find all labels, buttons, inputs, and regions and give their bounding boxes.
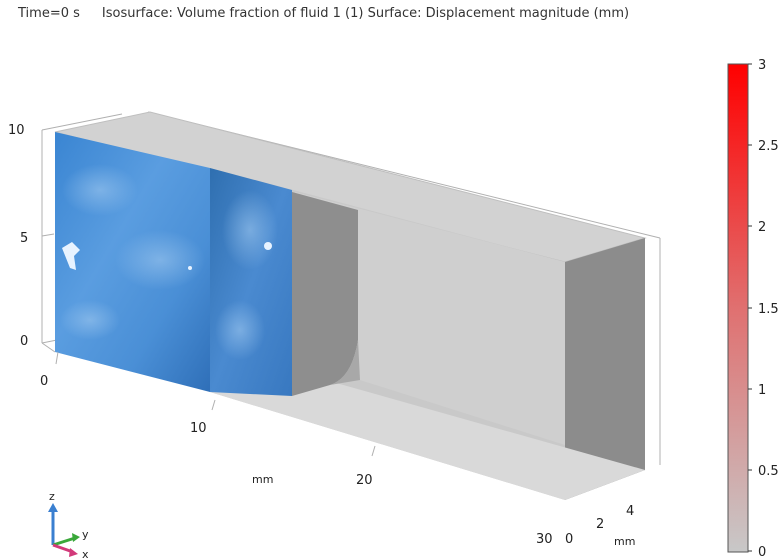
- colorbar-tick-1: 1: [758, 383, 766, 398]
- x-tick-20: 20: [356, 473, 373, 488]
- fluid-interface-surface: [292, 192, 358, 396]
- solid-floor: [210, 370, 645, 500]
- z-tick-0: 0: [20, 334, 28, 349]
- x-axis-unit: mm: [252, 473, 273, 486]
- solid-inner-wall: [295, 192, 565, 445]
- z-tick-10: 10: [8, 123, 25, 138]
- y-tick-4: 4: [626, 504, 634, 519]
- y-tick-2: 2: [596, 517, 604, 532]
- colorbar-tick-3: 3: [758, 58, 766, 73]
- plot-header: Time=0 s Isosurface: Volume fraction of f…: [18, 6, 629, 21]
- axis-box-front: [41, 342, 56, 353]
- colorbar: 3 2.5 2 1.5 1 0.5 0: [727, 58, 779, 560]
- y-tick-0: 0: [565, 532, 573, 547]
- solid-end-face: [565, 238, 645, 500]
- colorbar-tick-0: 0: [758, 545, 766, 560]
- z-axis-ticks: 10 5 0: [8, 123, 28, 349]
- triad-z-label: z: [49, 490, 55, 503]
- x-tick-10: 10: [190, 421, 207, 436]
- x-tick-30: 30: [536, 532, 553, 547]
- fluid-texture: [60, 164, 278, 360]
- triad-x-label: x: [82, 548, 89, 560]
- axis-triad: z y x: [48, 490, 89, 560]
- y-axis-ticks: 0 2 4 mm: [565, 504, 635, 548]
- time-label: Time=0 s: [18, 6, 80, 21]
- triad-y-label: y: [82, 528, 89, 541]
- colorbar-tick-2: 2: [758, 220, 766, 235]
- colorbar-tick-2-5: 2.5: [758, 139, 779, 154]
- z-tick-5: 5: [20, 231, 28, 246]
- fluid-interface-highlight: [330, 340, 360, 385]
- y-axis-unit: mm: [614, 535, 635, 548]
- plot-description: Isosurface: Volume fraction of fluid 1 (…: [101, 6, 630, 21]
- x-axis-ticks: 0 10 20 30 mm: [40, 351, 553, 547]
- colorbar-tick-0-5: 0.5: [758, 464, 779, 479]
- x-tick-0: 0: [40, 374, 48, 389]
- colorbar-tick-1-5: 1.5: [758, 302, 779, 317]
